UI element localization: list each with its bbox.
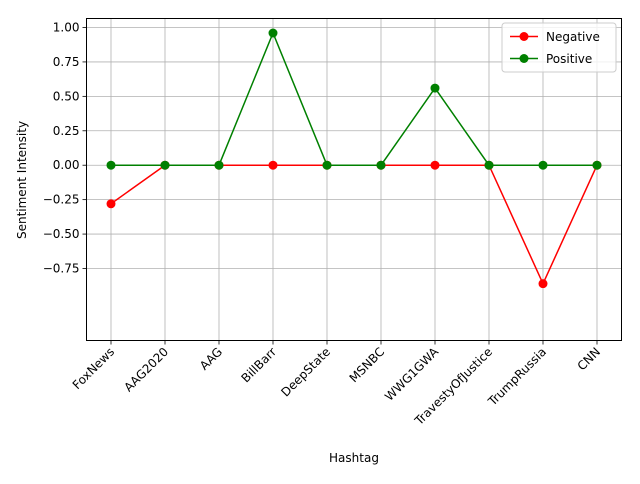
y-tick-label: 0.75 (53, 55, 80, 69)
data-point-positive (484, 160, 494, 170)
data-point-positive (538, 160, 548, 170)
y-tick-label: 0.50 (53, 89, 80, 103)
data-point-positive (268, 28, 278, 38)
legend-box (501, 22, 617, 73)
x-axis-label: Hashtag (329, 451, 379, 465)
y-tick-label: −0.25 (43, 193, 80, 207)
legend-label-negative: Negative (546, 30, 600, 44)
legend: Negative Positive (501, 22, 617, 73)
data-point-positive (160, 160, 170, 170)
series-line-positive (111, 31, 597, 166)
data-point-positive (214, 160, 224, 170)
series-layer (106, 28, 602, 289)
legend-label-positive: Positive (546, 52, 592, 66)
data-point-negative (268, 160, 278, 170)
y-axis-label: Sentiment Intensity (15, 121, 29, 239)
legend-swatch-marker-negative (519, 32, 529, 41)
data-point-negative (538, 279, 548, 289)
data-point-positive (430, 83, 440, 93)
data-point-negative (106, 199, 116, 209)
y-tick-label: 1.00 (53, 21, 80, 35)
plot-frame (86, 18, 622, 341)
y-ticks: −0.75 −0.50 −0.25 0.00 0.25 0.50 0.75 1.00 (43, 21, 87, 276)
y-tick-label: 0.25 (53, 124, 80, 138)
y-tick-label: −0.50 (43, 227, 80, 241)
y-tick-label: 0.00 (53, 158, 80, 172)
data-point-positive (322, 160, 332, 170)
data-point-positive (376, 160, 386, 170)
y-tick-label: −0.75 (43, 262, 80, 276)
data-point-positive (106, 160, 116, 170)
data-point-positive (592, 160, 602, 170)
legend-swatch-marker-positive (519, 54, 529, 63)
data-point-negative (430, 160, 440, 170)
